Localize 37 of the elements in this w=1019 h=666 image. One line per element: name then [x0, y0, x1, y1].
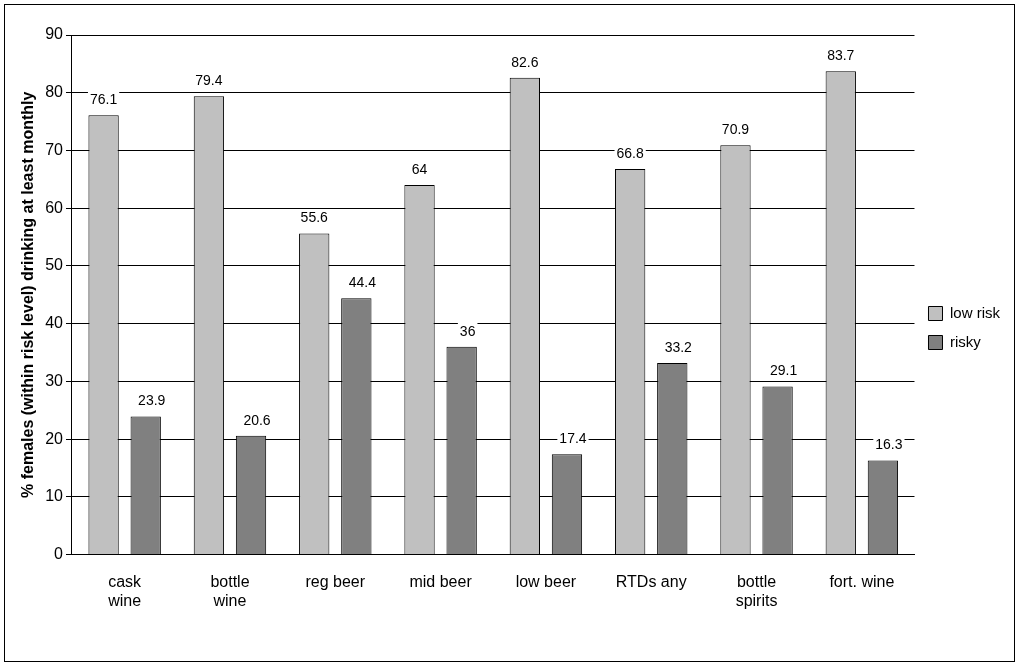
- y-tick-label: 20: [45, 429, 64, 447]
- data-label: 64: [411, 160, 428, 177]
- data-label: 36: [459, 322, 476, 339]
- y-tick-label: 40: [45, 314, 64, 332]
- x-tick-label: fort. wine: [829, 572, 895, 590]
- y-tick-label: 30: [45, 371, 64, 389]
- data-label: 79.4: [195, 72, 223, 89]
- data-label: 83.7: [827, 47, 855, 64]
- legend-label: low risk: [950, 303, 1001, 321]
- y-tick-label: 0: [54, 545, 64, 563]
- legend-label: risky: [950, 332, 982, 350]
- data-label: 33.2: [664, 338, 693, 355]
- x-tick-label: RTDs any: [615, 572, 687, 590]
- x-tick-label: mid beer: [409, 572, 473, 590]
- data-label: 17.4: [559, 430, 587, 446]
- data-label: 20.6: [243, 411, 271, 428]
- y-tick-label: 90: [45, 25, 64, 43]
- data-label: 23.9: [138, 392, 166, 409]
- data-label: 76.1: [89, 91, 118, 108]
- y-tick-label: 60: [45, 198, 64, 216]
- y-tick-label: 50: [45, 256, 64, 274]
- data-label: 55.6: [300, 209, 329, 226]
- data-label: 70.9: [721, 121, 750, 138]
- x-tick-label: bottle spirits: [735, 572, 778, 609]
- y-axis-title: % females (within risk level) drinking at least monthly: [19, 91, 37, 498]
- data-label: 82.6: [511, 53, 539, 70]
- x-tick-label: reg beer: [305, 572, 366, 590]
- x-tick-label: bottle wine: [210, 572, 250, 609]
- data-label: 44.4: [348, 274, 377, 291]
- y-tick-label: 70: [45, 140, 64, 158]
- x-tick-label: cask wine: [107, 572, 143, 609]
- data-label: 66.8: [616, 144, 644, 161]
- x-tick-label: low beer: [515, 572, 577, 590]
- data-label: 29.1: [769, 362, 798, 379]
- y-tick-label: 10: [45, 487, 64, 505]
- y-tick-label: 80: [45, 83, 64, 101]
- data-label: 16.3: [875, 436, 903, 453]
